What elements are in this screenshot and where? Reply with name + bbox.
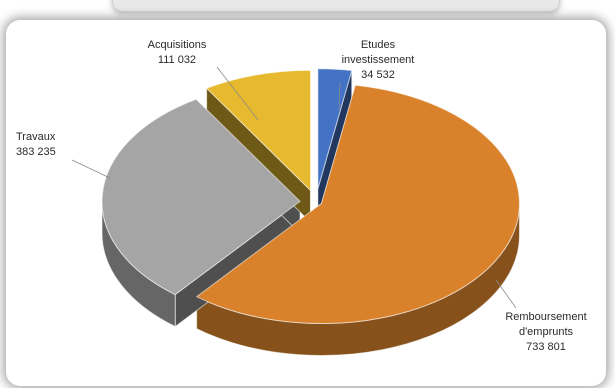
- top-panel: [112, 0, 560, 12]
- data-labels: Etudes investissement 34 532 Remboursement d…: [16, 39, 587, 353]
- data-label-travaux-line-1: Travaux: [16, 131, 56, 143]
- data-label-etudes: Etudes investissement 34 532: [342, 39, 415, 81]
- data-label-acquisitions-line-2: 111 032: [158, 54, 196, 66]
- data-label-remboursement-line-3: 733 801: [526, 341, 566, 353]
- data-label-etudes-line-2: investissement: [342, 54, 415, 66]
- data-label-acquisitions: Acquisitions 111 032: [148, 39, 207, 66]
- leader-line-etudes: [338, 81, 341, 111]
- pie-tops: [101, 68, 520, 324]
- slice-etudes: [317, 68, 353, 189]
- pie-chart: Etudes investissement 34 532 Remboursement d…: [16, 39, 587, 356]
- leader-lines: [71, 66, 517, 309]
- data-label-remboursement-line-1: Remboursement: [505, 311, 586, 323]
- data-label-travaux-line-2: 383 235: [16, 146, 56, 158]
- leader-line-acquisitions: [216, 66, 259, 121]
- chart-card: Etudes investissement 34 532 Remboursement d…: [6, 20, 606, 386]
- slice-travaux: [101, 98, 301, 296]
- data-label-etudes-line-3: 34 532: [361, 69, 395, 81]
- data-label-remboursement-line-2: d'emprunts: [519, 326, 574, 338]
- leader-line-travaux: [71, 159, 111, 179]
- data-label-acquisitions-line-1: Acquisitions: [148, 39, 207, 51]
- data-label-travaux: Travaux 383 235: [16, 131, 56, 158]
- data-label-etudes-line-1: Etudes: [361, 39, 396, 51]
- slice-remboursement: [195, 84, 520, 324]
- leader-line-remboursement: [495, 279, 517, 309]
- data-label-remboursement: Remboursement d'emprunts 733 801: [505, 311, 586, 353]
- slice-acquisitions: [205, 69, 312, 192]
